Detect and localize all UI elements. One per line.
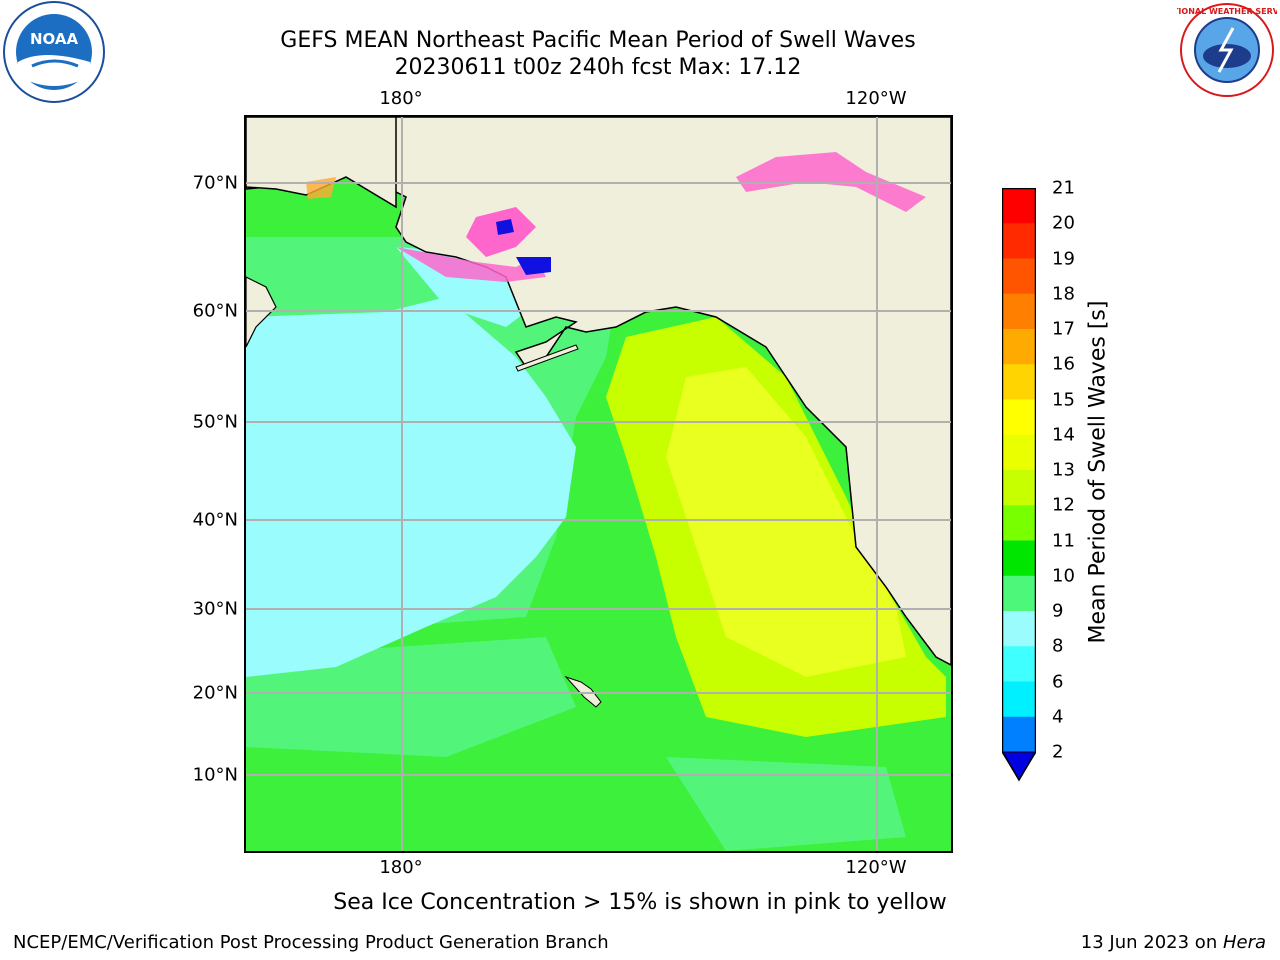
colorbar-segment xyxy=(1002,575,1036,612)
colorbar-tick-label: 17 xyxy=(1052,318,1075,340)
sea-ice-norton-sound xyxy=(516,257,551,275)
sea-ice-core xyxy=(496,219,514,235)
colorbar-segment xyxy=(1002,505,1036,541)
colorbar-segment xyxy=(1002,399,1036,436)
chart-subtitle: 20230611 t00z 240h fcst Max: 17.12 xyxy=(394,55,802,80)
colorbar-segment xyxy=(1002,681,1036,718)
lat-label-40n: 40°N xyxy=(192,509,238,531)
lat-label-50n: 50°N xyxy=(192,411,238,433)
colorbar-tick-label: 13 xyxy=(1052,459,1075,481)
colorbar-segment xyxy=(1002,329,1036,365)
noaa-logo-text: NOAA xyxy=(30,30,79,48)
colorbar-tick-label: 11 xyxy=(1052,530,1075,551)
colorbar-segment xyxy=(1002,258,1036,295)
colorbar-tick-label: 14 xyxy=(1052,424,1075,446)
colorbar-tick-label: 19 xyxy=(1052,248,1075,269)
colorbar-tick-label: 9 xyxy=(1052,600,1064,622)
colorbar-segment xyxy=(1002,646,1036,682)
lat-label-60n: 60°N xyxy=(192,300,238,322)
colorbar-label: Mean Period of Swell Waves [s] xyxy=(1085,300,1111,644)
colorbar-tick-label: 10 xyxy=(1052,565,1075,587)
colorbar-outline xyxy=(1001,187,1037,782)
chart-title: GEFS MEAN Northeast Pacific Mean Period … xyxy=(280,28,916,53)
colorbar-segment xyxy=(1002,611,1036,647)
lat-label-70n: 70°N xyxy=(192,172,238,194)
noaa-logo: NOAA xyxy=(2,0,106,108)
footer-org: NCEP/EMC/Verification Post Processing Pr… xyxy=(13,932,609,953)
nws-logo: NATIONAL WEATHER SERVICE xyxy=(1161,2,1280,102)
footer-date: 13 Jun 2023 on Hera xyxy=(1081,932,1266,953)
colorbar xyxy=(1001,187,1037,782)
colorbar-segment xyxy=(1002,716,1036,753)
colorbar-segment xyxy=(1002,223,1036,259)
colorbar-tick-label: 20 xyxy=(1052,212,1075,234)
colorbar-tick-label: 4 xyxy=(1052,706,1064,728)
lon-label-bottom-180: 180° xyxy=(379,857,423,878)
colorbar-tick-label: 15 xyxy=(1052,389,1075,410)
sea-ice-caption: Sea Ice Concentration > 15% is shown in … xyxy=(333,890,947,915)
map-panel xyxy=(244,115,953,853)
colorbar-segment xyxy=(1002,188,1036,224)
colorbar-tick-label: 16 xyxy=(1052,353,1075,375)
lat-label-20n: 20°N xyxy=(192,682,238,704)
ocean-field-light-green-se xyxy=(666,757,906,851)
lon-label-top-120w: 120°W xyxy=(845,88,907,109)
sea-ice-bering-sea xyxy=(396,247,546,282)
lon-label-bottom-120w: 120°W xyxy=(845,857,907,878)
lon-label-top-180: 180° xyxy=(379,88,423,109)
colorbar-tick-label: 21 xyxy=(1052,177,1075,199)
colorbar-segment xyxy=(1002,434,1036,471)
ocean-field-yellow xyxy=(666,367,906,677)
colorbar-extend-triangle xyxy=(1001,751,1037,781)
nws-logo-text: NATIONAL WEATHER SERVICE xyxy=(1177,7,1277,16)
colorbar-segment xyxy=(1002,364,1036,400)
colorbar-tick-label: 8 xyxy=(1052,635,1064,657)
colorbar-segment xyxy=(1002,293,1036,330)
colorbar-tick-label: 2 xyxy=(1052,741,1064,763)
colorbar-segment xyxy=(1002,540,1036,577)
colorbar-tick-label: 6 xyxy=(1052,671,1064,692)
lat-label-30n: 30°N xyxy=(192,598,238,620)
graticule xyxy=(246,117,951,851)
colorbar-segment xyxy=(1002,470,1036,506)
footer-date-text: 13 Jun 2023 on xyxy=(1080,932,1223,953)
footer-host: Hera xyxy=(1222,932,1266,953)
colorbar-tick-label: 12 xyxy=(1052,494,1075,516)
lat-label-10n: 10°N xyxy=(192,764,238,786)
land-aleutians xyxy=(515,344,579,372)
colorbar-tick-label: 18 xyxy=(1052,283,1075,305)
ocean-field-cyan xyxy=(246,297,576,677)
